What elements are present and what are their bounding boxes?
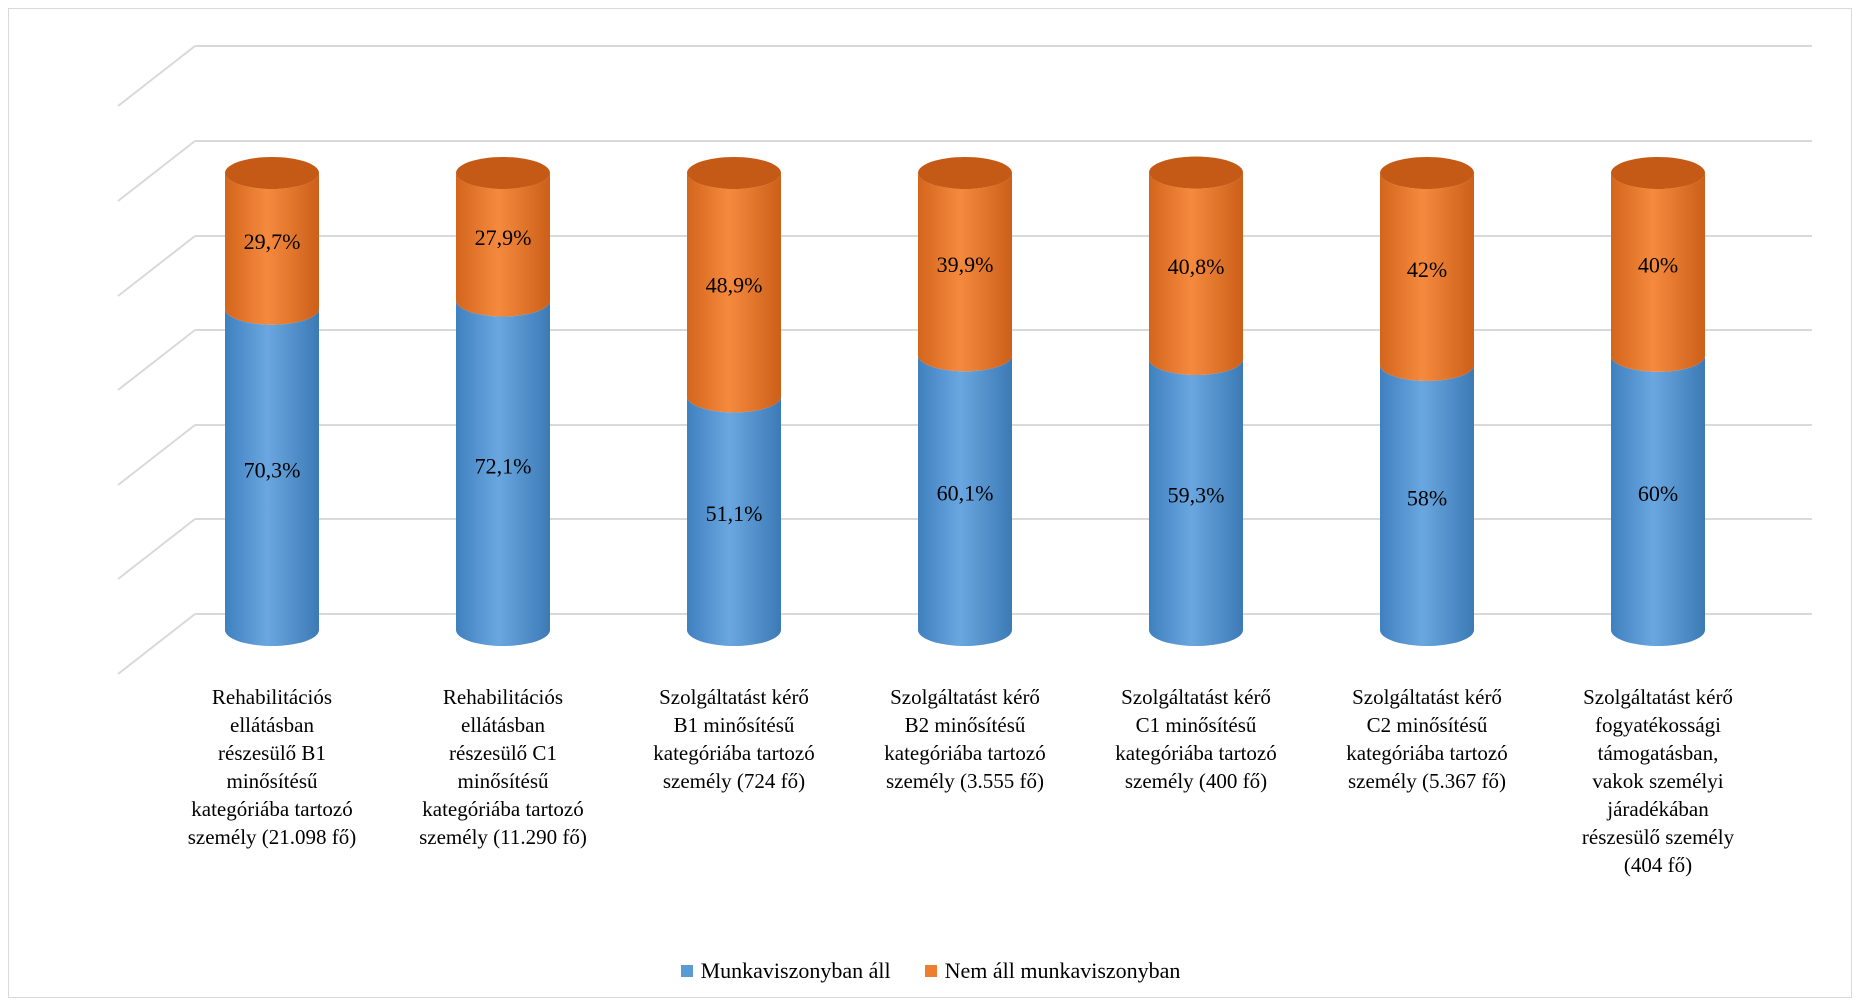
data-label-nem-all-2: 48,9%	[706, 273, 763, 298]
gridline-diag-4	[117, 424, 196, 486]
legend-label: Nem áll munkaviszonyban	[944, 958, 1181, 983]
category-label-5: Szolgáltatást kérő C2 minősítésű kategór…	[1346, 685, 1508, 793]
bar-munkaviszonyban-1	[456, 300, 550, 646]
category-label-0: Rehabilitációs ellátásban részesülő B1 m…	[187, 685, 357, 849]
chart-frame	[8, 8, 1852, 998]
data-labels: 70,3% 29,7% 72,1% 27,9% 51,1% 48,9% 60,1% 39,9%…	[244, 225, 1679, 526]
bar-munkaviszonyban-6	[1611, 355, 1705, 646]
category-label-3: Szolgáltatást kérő B2 minősítésű kategór…	[884, 685, 1046, 793]
gridline-diag-0	[117, 45, 196, 107]
legend: Munkaviszonyban áll Nem áll munkaviszony…	[0, 958, 1861, 984]
bar-nem-all-2	[687, 157, 781, 413]
data-label-munkaviszonyban-3: 60,1%	[937, 481, 994, 506]
bar-nem-all-5	[1380, 157, 1474, 381]
bar-munkaviszonyban-2	[687, 396, 781, 646]
data-label-nem-all-6: 40%	[1638, 252, 1678, 277]
bars	[225, 156, 1705, 646]
bar-nem-all-0	[225, 157, 319, 325]
legend-swatch-orange	[924, 965, 937, 977]
bar-nem-all-3	[918, 157, 1012, 372]
gridline-diag-2	[117, 235, 196, 297]
legend-label: Munkaviszonyban áll	[700, 958, 891, 983]
data-label-nem-all-4: 40,8%	[1168, 254, 1225, 279]
data-label-munkaviszonyban-6: 60%	[1638, 481, 1678, 506]
data-label-munkaviszonyban-0: 70,3%	[244, 457, 301, 482]
category-label-2: Szolgáltatást kérő B1 minősítésű kategór…	[653, 685, 815, 793]
gridline-diag-6	[117, 613, 196, 675]
bar-munkaviszonyban-5	[1380, 364, 1474, 646]
data-label-munkaviszonyban-5: 58%	[1407, 485, 1447, 510]
data-label-nem-all-0: 29,7%	[244, 229, 301, 254]
gridline-diag-1	[117, 140, 196, 202]
data-label-munkaviszonyban-4: 59,3%	[1168, 482, 1225, 507]
legend-swatch-blue	[680, 965, 693, 977]
gridline-diag-5	[117, 518, 196, 580]
bar-nem-all-1	[456, 157, 550, 317]
bar-munkaviszonyban-3	[918, 355, 1012, 646]
category-label-4: Szolgáltatást kérő C1 minősítésű kategór…	[1115, 685, 1277, 793]
bar-munkaviszonyban-4	[1149, 358, 1243, 646]
legend-item-nem-all-munkaviszonyban: Nem áll munkaviszonyban	[924, 958, 1181, 984]
data-label-nem-all-5: 42%	[1407, 257, 1447, 282]
data-label-nem-all-3: 39,9%	[937, 252, 994, 277]
data-label-nem-all-1: 27,9%	[475, 225, 532, 250]
legend-item-munkaviszonyban-all: Munkaviszonyban áll	[680, 958, 891, 984]
data-label-munkaviszonyban-1: 72,1%	[475, 453, 532, 478]
bar-nem-all-4	[1149, 156, 1243, 375]
bar-nem-all-6	[1611, 157, 1705, 372]
bar-munkaviszonyban-0	[225, 308, 319, 646]
gridline-diag-3	[117, 329, 196, 391]
data-label-munkaviszonyban-2: 51,1%	[706, 501, 763, 526]
category-label-1: Rehabilitációs ellátásban részesülő C1 m…	[419, 685, 587, 849]
category-label-6: Szolgáltatást kérő fogyatékossági támoga…	[1581, 685, 1735, 877]
